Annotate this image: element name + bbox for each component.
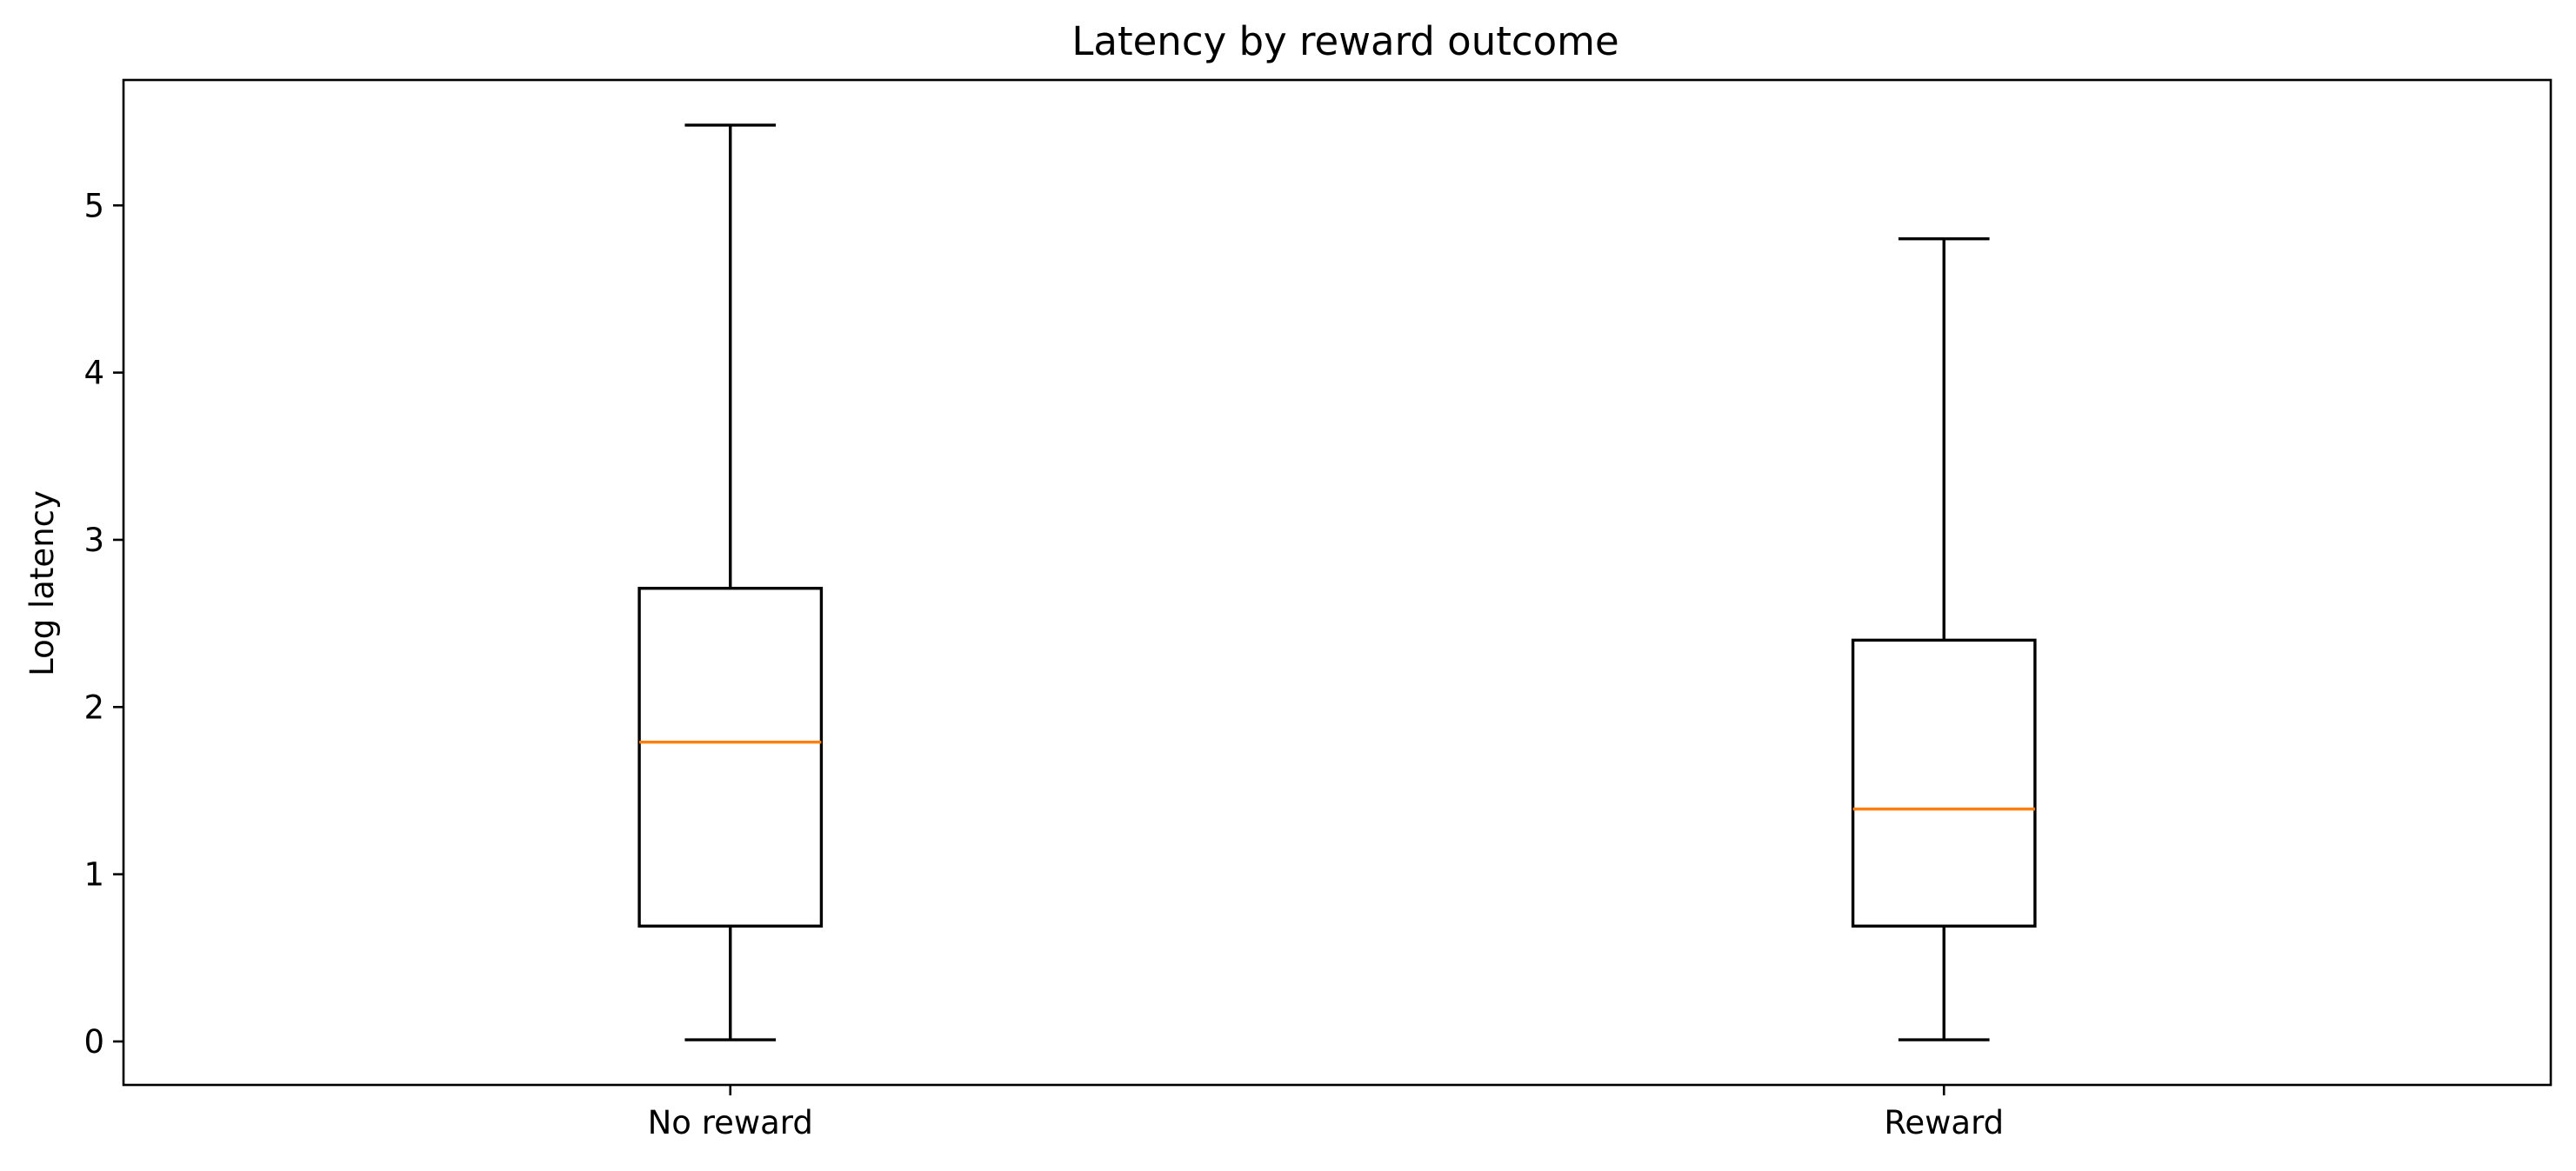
plot-area: 0 1 2 3 4 5 No reward Reward xyxy=(83,125,2034,1141)
y-tick-label: 1 xyxy=(83,856,104,894)
box-iqr xyxy=(639,589,821,927)
box-iqr xyxy=(1853,640,2035,926)
y-tick-label: 4 xyxy=(83,355,104,392)
x-tick-label: Reward xyxy=(1884,1104,2004,1141)
y-tick-label: 0 xyxy=(83,1023,104,1061)
y-tick-label: 5 xyxy=(83,187,104,224)
y-tick-label: 3 xyxy=(83,522,104,559)
y-tick-label: 2 xyxy=(83,689,104,726)
y-axis-label: Log latency xyxy=(23,490,61,676)
x-tick-label: No reward xyxy=(648,1104,813,1141)
chart-title: Latency by reward outcome xyxy=(1071,18,1618,64)
plot-frame xyxy=(123,80,2551,1085)
